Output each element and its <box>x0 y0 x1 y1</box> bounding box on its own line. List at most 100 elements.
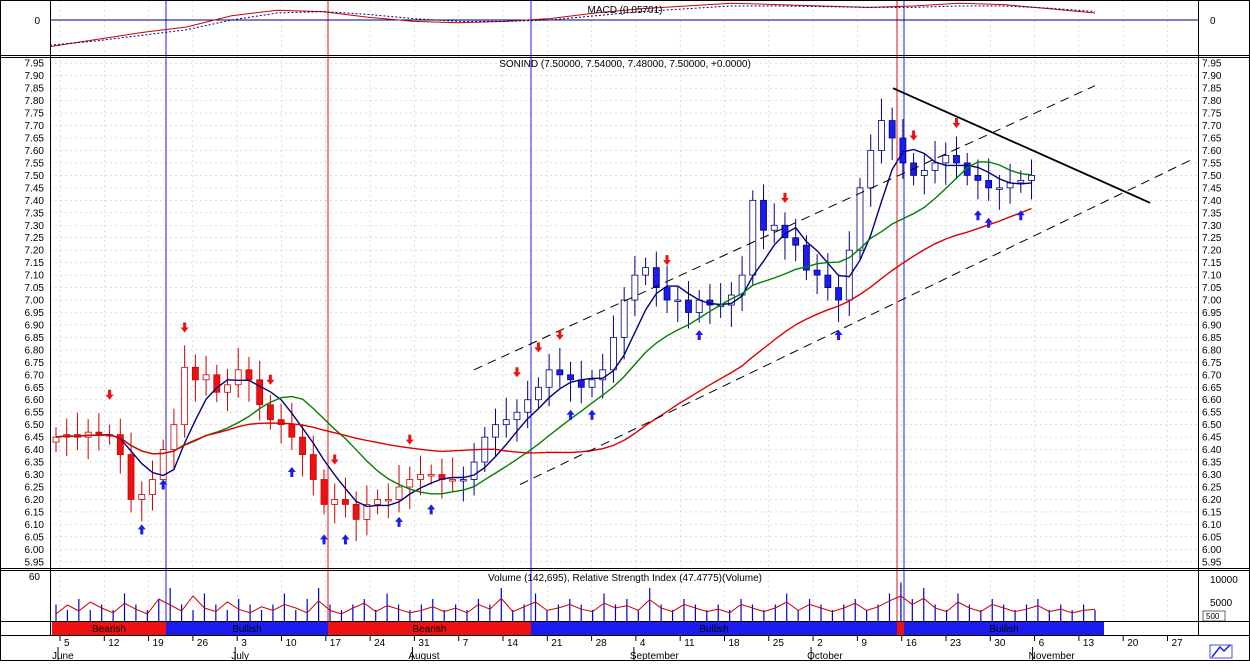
candle-body <box>942 155 950 164</box>
date-tick-label: 28 <box>596 638 608 649</box>
candle-body <box>878 120 885 151</box>
price-tick-label-left: 7.35 <box>25 208 45 219</box>
candle-body <box>149 479 156 495</box>
month-label: September <box>630 651 680 661</box>
brand-logo-frame <box>1209 644 1233 659</box>
price-tick-label-right: 6.05 <box>1202 532 1222 543</box>
candle-body <box>395 486 403 500</box>
price-tick-label-left: 6.15 <box>25 507 45 518</box>
date-tick-label: 26 <box>197 638 209 649</box>
candle-body <box>652 267 660 288</box>
date-tick-label: 14 <box>507 638 519 649</box>
price-tick-label-left: 6.75 <box>25 358 45 369</box>
price-tick-label-right: 7.55 <box>1202 158 1222 169</box>
price-tick-label-right: 7.05 <box>1202 283 1222 294</box>
signal-segment <box>904 622 1104 635</box>
price-tick-label-left: 6.35 <box>25 458 45 469</box>
volume-tick-label-right: 10000 <box>1210 575 1238 586</box>
buy-arrow-icon <box>1016 210 1025 221</box>
date-tick-label: 25 <box>773 638 785 649</box>
price-tick-label-right: 5.95 <box>1202 557 1222 568</box>
candle-body <box>513 411 521 421</box>
signal-segment <box>328 622 531 635</box>
price-tick-label-left: 7.30 <box>25 221 45 232</box>
date-tick-label: 5 <box>64 638 70 649</box>
candle-body <box>384 499 392 502</box>
price-tick-label-left: 7.20 <box>25 246 45 257</box>
price-tick-label-left: 6.25 <box>25 482 45 493</box>
buy-arrow-icon <box>984 217 993 228</box>
price-tick-label-right: 6.50 <box>1202 420 1222 431</box>
price-tick-label-right: 7.25 <box>1202 233 1222 244</box>
price-tick-label-right: 6.95 <box>1202 308 1222 319</box>
price-tick-label-left: 6.90 <box>25 320 45 331</box>
candle-body <box>685 299 692 313</box>
price-tick-label-left: 6.20 <box>25 495 45 506</box>
candle-body <box>599 369 607 381</box>
candle-body <box>502 419 510 426</box>
candle-body <box>406 479 414 488</box>
price-tick-label-left: 7.45 <box>25 183 45 194</box>
volume-tick-label-left: 60 <box>29 572 41 583</box>
candle-body <box>288 424 296 438</box>
price-tick-label-right: 6.35 <box>1202 458 1222 469</box>
price-tick-label-right: 6.90 <box>1202 320 1222 331</box>
month-label: June <box>52 651 74 661</box>
sell-arrow-icon <box>663 255 672 266</box>
buy-arrow-icon <box>395 516 404 527</box>
candle-body <box>545 369 553 388</box>
price-tick-label-left: 6.95 <box>25 308 45 319</box>
price-tick-label-left: 7.85 <box>25 84 45 95</box>
buy-arrow-icon <box>695 329 704 340</box>
signal-segment-label: Bearish <box>92 624 126 635</box>
price-tick-label-right: 6.00 <box>1202 545 1222 556</box>
signal-segment-label: Bullish <box>699 624 728 635</box>
candle-body <box>588 379 596 388</box>
date-tick-label: 11 <box>684 638 695 649</box>
candle-body <box>631 274 639 301</box>
date-tick-label: 31 <box>418 638 430 649</box>
price-tick-label-left: 7.15 <box>25 258 45 269</box>
price-tick-label-right: 6.60 <box>1202 395 1222 406</box>
price-tick-label-right: 6.10 <box>1202 520 1222 531</box>
candle-body <box>331 499 339 505</box>
candle-body <box>234 369 242 386</box>
price-tick-label-right: 7.60 <box>1202 146 1222 157</box>
candle-body <box>127 454 135 500</box>
price-tick-label-right: 6.65 <box>1202 383 1222 394</box>
price-tick-label-left: 6.45 <box>25 433 45 444</box>
price-tick-label-right: 6.55 <box>1202 408 1222 419</box>
macd-tick-label-left: 0 <box>34 16 40 27</box>
price-tick-label-left: 6.40 <box>25 445 45 456</box>
sell-arrow-icon <box>555 329 564 340</box>
price-tick-label-left: 5.95 <box>25 557 45 568</box>
price-tick-label-right: 6.85 <box>1202 333 1222 344</box>
price-tick-label-left: 7.10 <box>25 271 45 282</box>
candle-body <box>320 479 328 505</box>
price-tick-label-left: 6.00 <box>25 545 45 556</box>
macd-title: MACD (0.05701) <box>587 5 662 16</box>
candle-body <box>642 267 649 276</box>
date-tick-label: 6 <box>1039 638 1045 649</box>
candle-body <box>567 374 574 381</box>
candle-body <box>191 366 199 381</box>
candle-body <box>342 499 349 505</box>
date-tick-label: 16 <box>906 638 918 649</box>
candle-body <box>299 436 306 455</box>
buy-arrow-icon <box>137 524 146 535</box>
price-tick-label-left: 6.10 <box>25 520 45 531</box>
price-tick-label-left: 7.50 <box>25 171 45 182</box>
candle-body <box>363 504 371 520</box>
signal-segment-label: Bullish <box>232 624 261 635</box>
price-tick-label-right: 6.30 <box>1202 470 1222 481</box>
rsi-line <box>55 595 1096 615</box>
month-label: November <box>1029 651 1076 661</box>
date-tick-label: 21 <box>551 638 563 649</box>
price-tick-label-right: 7.80 <box>1202 96 1222 107</box>
candle-body <box>620 299 628 338</box>
date-tick-label: 24 <box>374 638 386 649</box>
price-tick-label-left: 6.80 <box>25 345 45 356</box>
candle-body <box>95 431 103 436</box>
candle-body <box>953 155 960 164</box>
price-tick-label-left: 6.65 <box>25 383 45 394</box>
